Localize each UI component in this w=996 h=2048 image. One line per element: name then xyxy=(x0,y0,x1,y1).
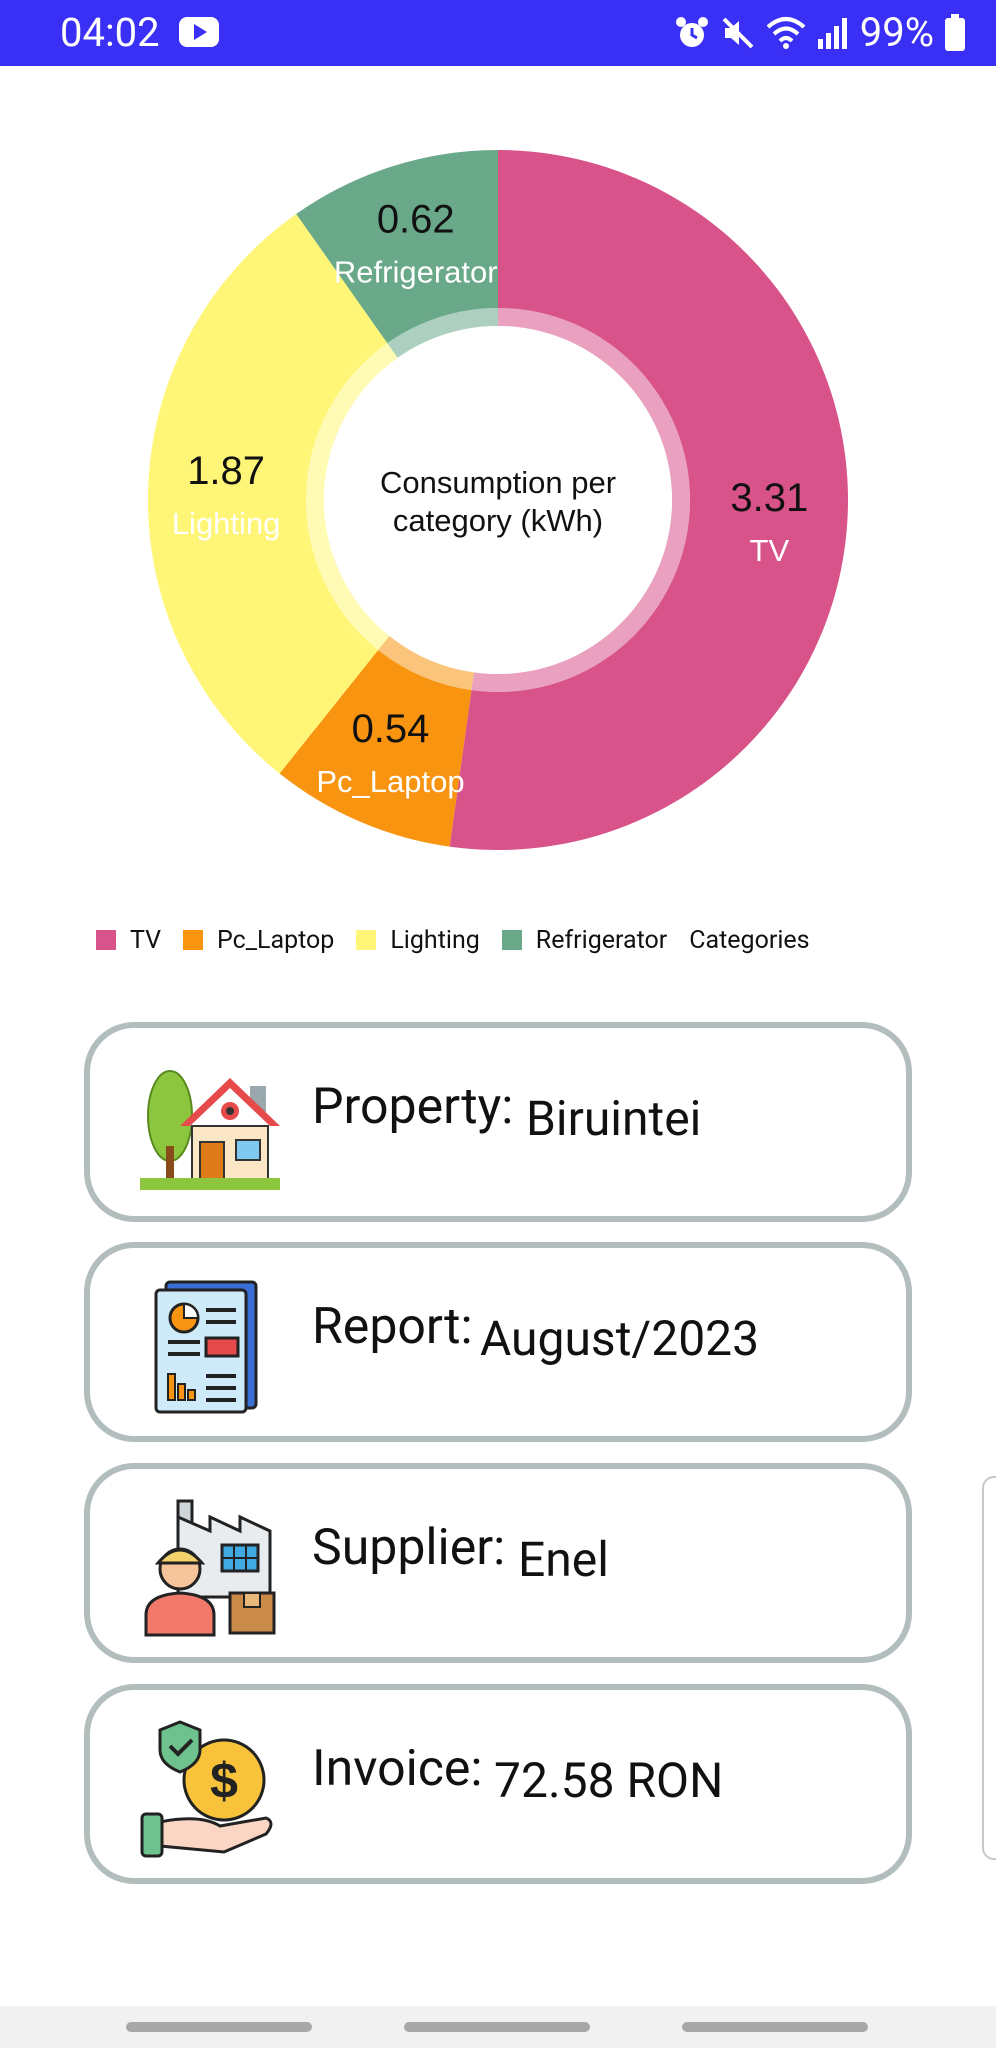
report-label: Report: xyxy=(312,1298,473,1356)
slice-pc-laptop[interactable] xyxy=(279,650,472,847)
supplier-card[interactable]: Supplier: Enel xyxy=(84,1463,912,1663)
nav-home-button[interactable] xyxy=(404,2022,590,2032)
legend-swatch-pc-laptop xyxy=(183,930,204,950)
property-label: Property: xyxy=(312,1078,514,1136)
report-card[interactable]: Report: August/2023 xyxy=(84,1242,912,1442)
signal-icon xyxy=(817,18,847,49)
edge-panel-handle[interactable] xyxy=(982,1476,996,1860)
house-icon xyxy=(140,1070,280,1190)
supplier-factory-icon xyxy=(144,1499,276,1637)
property-value: Biruintei xyxy=(526,1090,702,1147)
legend-title: Categories xyxy=(689,925,810,955)
battery-percent: 99% xyxy=(859,9,934,56)
chart-center-title: Consumption per xyxy=(380,465,616,500)
status-bar: 04:02 99% xyxy=(0,0,996,66)
slice-value-refrigerator: 0.62 xyxy=(377,198,455,242)
legend-swatch-refrigerator xyxy=(501,930,522,950)
youtube-icon xyxy=(179,17,219,47)
supplier-label: Supplier: xyxy=(312,1519,506,1577)
invoice-card[interactable]: $ Invoice: 72.58 RON xyxy=(84,1684,912,1884)
legend-label-lighting: Lighting xyxy=(390,925,480,955)
donut-hole xyxy=(324,326,672,674)
slice-value-lighting: 1.87 xyxy=(187,449,265,493)
legend-item-refrigerator: Refrigerator xyxy=(501,925,668,955)
slice-inner-ring-lighting xyxy=(306,343,398,651)
slice-inner-ring-pc-laptop xyxy=(378,635,474,691)
invoice-value: 72.58 RON xyxy=(494,1752,724,1809)
status-time: 04:02 xyxy=(60,9,160,56)
legend-label-refrigerator: Refrigerator xyxy=(535,925,668,955)
invoice-label: Invoice: xyxy=(312,1740,483,1798)
navigation-bar xyxy=(0,2006,996,2048)
consumption-donut-chart: Consumption per category (kWh) 3.31 TV 0.5… xyxy=(148,150,849,851)
alarm-icon xyxy=(675,17,708,47)
status-icons: 99% xyxy=(674,10,966,56)
legend-item-pc-laptop: Pc_Laptop xyxy=(183,926,334,955)
property-card[interactable]: Property: Biruintei xyxy=(84,1022,912,1222)
mute-icon xyxy=(722,17,754,49)
supplier-value: Enel xyxy=(518,1531,609,1588)
legend-swatch-tv xyxy=(96,930,116,950)
nav-back-button[interactable] xyxy=(682,2022,868,2032)
svg-text:$: $ xyxy=(210,1753,238,1809)
slice-label-pc-laptop: Pc_Laptop xyxy=(316,764,464,799)
slice-label-tv: TV xyxy=(750,533,790,568)
slice-lighting[interactable] xyxy=(148,214,388,774)
legend-item-lighting: Lighting xyxy=(356,925,480,955)
nav-recents-button[interactable] xyxy=(126,2022,312,2032)
wifi-icon xyxy=(766,17,806,49)
report-value: August/2023 xyxy=(480,1310,760,1367)
slice-label-lighting: Lighting xyxy=(172,506,281,541)
slice-label-refrigerator: Refrigerator xyxy=(334,255,498,290)
slice-value-tv: 3.31 xyxy=(730,476,808,520)
slice-inner-ring-refrigerator xyxy=(387,308,498,358)
slice-value-pc-laptop: 0.54 xyxy=(352,707,430,751)
legend-label-pc-laptop: Pc_Laptop xyxy=(217,925,335,955)
legend-label-tv: TV xyxy=(130,925,162,955)
chart-legend: TV Pc_Laptop Lighting Refrigerator Categ… xyxy=(96,920,810,960)
report-document-icon xyxy=(154,1280,258,1414)
battery-icon xyxy=(945,14,965,51)
legend-item-tv: TV xyxy=(96,926,161,955)
money-hand-icon: $ xyxy=(140,1720,273,1858)
chart-center-subtitle: category (kWh) xyxy=(393,503,603,538)
legend-swatch-lighting xyxy=(356,930,377,950)
slice-refrigerator[interactable] xyxy=(296,150,498,344)
slice-tv[interactable] xyxy=(449,150,849,851)
